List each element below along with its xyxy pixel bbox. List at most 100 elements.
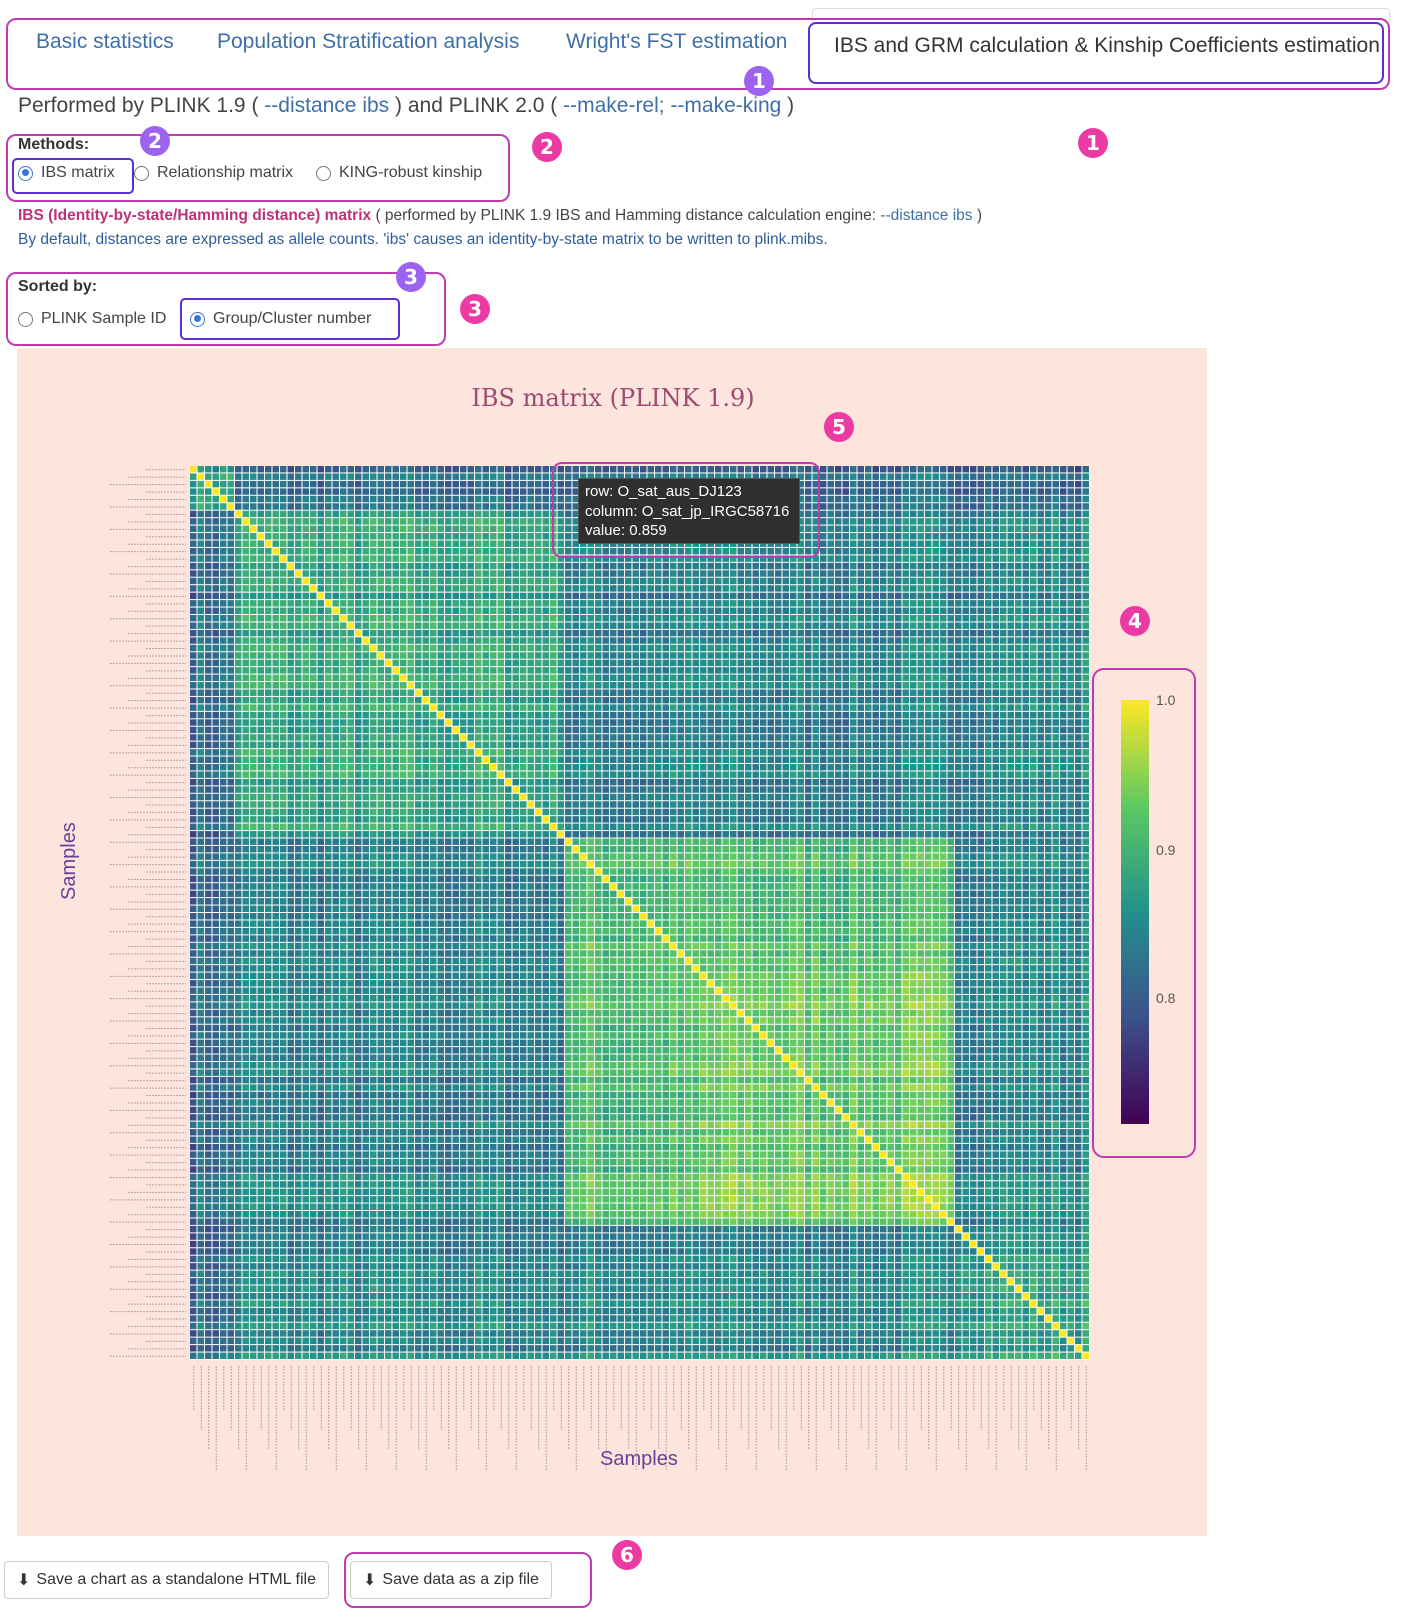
- heatmap-cell: [1075, 696, 1082, 704]
- radio-unchecked-icon[interactable]: [134, 165, 149, 181]
- heatmap-cell: [655, 682, 662, 689]
- heatmap-cell: [295, 667, 302, 674]
- heatmap-cell: [752, 629, 759, 637]
- heatmap-cell: [940, 696, 947, 704]
- heatmap-cell: [257, 495, 264, 503]
- heatmap-cell: [325, 622, 332, 629]
- heatmap-cell: [632, 615, 639, 622]
- heatmap-cell: [910, 615, 917, 622]
- marker-1: 1: [1078, 128, 1108, 158]
- radio-unchecked-icon[interactable]: [316, 165, 331, 181]
- heatmap-cell: [895, 577, 902, 585]
- tab-population-stratification[interactable]: Population Stratification analysis: [217, 30, 520, 53]
- heatmap-cell: [632, 466, 639, 473]
- heatmap-cell: [280, 667, 287, 674]
- heatmap-cell: [535, 577, 542, 585]
- heatmap-cell: [640, 741, 647, 749]
- heatmap-cell: [722, 711, 729, 719]
- sort-group-option[interactable]: Group/Cluster number: [190, 310, 371, 328]
- radio-checked-icon[interactable]: [190, 311, 205, 327]
- tab-basic-statistics[interactable]: Basic statistics: [36, 30, 174, 53]
- heatmap-cell: [550, 749, 557, 756]
- heatmap-cell: [475, 622, 482, 629]
- ibs-description-link[interactable]: --distance ibs: [880, 207, 973, 224]
- heatmap-cell: [422, 652, 429, 659]
- make-rel-king-link[interactable]: --make-rel; --make-king: [563, 94, 782, 117]
- heatmap-cell: [707, 644, 714, 652]
- heatmap-cell: [572, 696, 579, 704]
- heatmap-cell: [280, 674, 287, 682]
- heatmap-cell: [392, 555, 399, 562]
- heatmap-cell: [767, 592, 774, 600]
- heatmap-cell: [317, 533, 324, 540]
- heatmap-cell: [227, 473, 234, 480]
- heatmap-cell: [407, 726, 414, 734]
- heatmap-cell: [392, 756, 399, 763]
- heatmap-cell: [580, 704, 587, 711]
- heatmap-cell: [497, 674, 504, 682]
- heatmap-cell: [1045, 495, 1052, 503]
- heatmap-cell: [437, 495, 444, 503]
- heatmap-cell: [220, 503, 227, 510]
- radio-checked-icon[interactable]: [18, 165, 33, 181]
- heatmap-cell: [805, 473, 812, 480]
- heatmap-cell: [220, 629, 227, 637]
- heatmap-cell: [685, 704, 692, 711]
- heatmap-cell: [385, 696, 392, 704]
- heatmap-cell: [767, 674, 774, 682]
- heatmap-cell: [250, 696, 257, 704]
- heatmap-cell: [835, 726, 842, 734]
- distance-ibs-link[interactable]: --distance ibs: [264, 94, 390, 117]
- method-king-option[interactable]: KING-robust kinship: [316, 164, 482, 182]
- heatmap-cell: [715, 749, 722, 756]
- sorted-by-group: [6, 272, 446, 346]
- heatmap-cell: [745, 607, 752, 614]
- heatmap-cell: [377, 704, 384, 711]
- heatmap-cell: [1007, 682, 1014, 689]
- radio-unchecked-icon[interactable]: [18, 311, 33, 327]
- heatmap-cell: [782, 629, 789, 637]
- heatmap-cell: [392, 667, 399, 674]
- heatmap-cell: [482, 615, 489, 622]
- heatmap-cell: [1007, 503, 1014, 510]
- heatmap-cell: [1045, 734, 1052, 741]
- heatmap-cell: [992, 644, 999, 652]
- heatmap-cell: [302, 652, 309, 659]
- heatmap-cell: [272, 547, 279, 555]
- heatmap-cell: [827, 644, 834, 652]
- method-relationship-option[interactable]: Relationship matrix: [134, 164, 293, 182]
- heatmap-cell: [422, 704, 429, 711]
- tab-fst-estimation[interactable]: Wright's FST estimation: [566, 30, 788, 53]
- heatmap-cell: [310, 696, 317, 704]
- sort-sample-id-option[interactable]: PLINK Sample ID: [18, 310, 166, 328]
- heatmap-cell: [325, 674, 332, 682]
- heatmap-cell: [977, 570, 984, 577]
- heatmap-cell: [880, 592, 887, 600]
- heatmap-cell: [422, 480, 429, 488]
- heatmap-cell: [850, 533, 857, 540]
- heatmap-cell: [505, 682, 512, 689]
- heatmap-cell: [715, 652, 722, 659]
- heatmap-cell: [212, 600, 219, 607]
- heatmap-cell: [677, 756, 684, 763]
- heatmap-cell: [580, 674, 587, 682]
- heatmap-cell: [512, 682, 519, 689]
- heatmap-cell: [865, 488, 872, 495]
- heatmap-cell: [677, 570, 684, 577]
- tab-ibs-grm-kinship[interactable]: IBS and GRM calculation & Kinship Coeffi…: [808, 22, 1384, 84]
- heatmap-cell: [407, 518, 414, 525]
- method-ibs-option[interactable]: IBS matrix: [18, 164, 115, 182]
- heatmap-cell: [880, 480, 887, 488]
- heatmap-cell: [895, 659, 902, 667]
- heatmap-cell: [962, 667, 969, 674]
- heatmap-cell: [985, 510, 992, 518]
- heatmap-cell: [955, 622, 962, 629]
- heatmap-cell: [580, 764, 587, 771]
- heatmap-cell: [587, 674, 594, 682]
- heatmap-cell: [317, 652, 324, 659]
- heatmap-cell: [190, 518, 197, 525]
- heatmap-cell: [1082, 711, 1089, 719]
- heatmap-cell: [872, 659, 879, 667]
- heatmap-cell: [1000, 726, 1007, 734]
